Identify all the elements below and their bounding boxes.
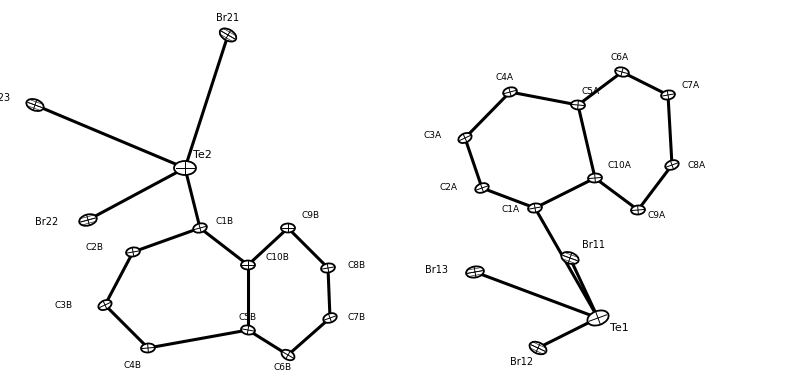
Text: C5B: C5B — [239, 313, 257, 323]
Text: C4A: C4A — [496, 73, 513, 83]
Ellipse shape — [281, 223, 294, 232]
Ellipse shape — [660, 90, 674, 99]
Text: C3B: C3B — [55, 301, 73, 310]
Text: Br11: Br11 — [581, 240, 604, 250]
Text: C8A: C8A — [687, 161, 705, 169]
Ellipse shape — [321, 263, 334, 273]
Ellipse shape — [241, 260, 255, 270]
Ellipse shape — [99, 300, 111, 310]
Ellipse shape — [193, 223, 207, 233]
Text: C1B: C1B — [215, 217, 233, 227]
Ellipse shape — [282, 350, 294, 360]
Ellipse shape — [465, 266, 484, 278]
Ellipse shape — [174, 161, 196, 175]
Text: Br13: Br13 — [424, 265, 448, 275]
Text: C10A: C10A — [607, 161, 631, 169]
Ellipse shape — [587, 174, 602, 182]
Text: C6B: C6B — [273, 364, 292, 372]
Ellipse shape — [26, 99, 43, 111]
Ellipse shape — [570, 101, 584, 109]
Ellipse shape — [458, 133, 471, 143]
Text: C5A: C5A — [581, 88, 599, 96]
Ellipse shape — [241, 325, 254, 334]
Text: Br22: Br22 — [34, 217, 58, 227]
Text: C8B: C8B — [347, 260, 366, 270]
Ellipse shape — [503, 87, 516, 97]
Ellipse shape — [561, 252, 578, 264]
Text: C6A: C6A — [610, 53, 628, 63]
Text: Br12: Br12 — [510, 357, 533, 367]
Text: C7B: C7B — [347, 313, 366, 323]
Text: C7A: C7A — [681, 81, 699, 89]
Ellipse shape — [220, 28, 236, 41]
Ellipse shape — [529, 342, 546, 354]
Text: C2B: C2B — [85, 243, 103, 253]
Ellipse shape — [528, 204, 541, 213]
Text: C2A: C2A — [439, 184, 457, 192]
Text: C10B: C10B — [265, 253, 289, 263]
Text: Te2: Te2 — [192, 150, 212, 160]
Text: C1A: C1A — [501, 205, 520, 215]
Ellipse shape — [614, 67, 628, 77]
Ellipse shape — [630, 205, 644, 215]
Text: C9B: C9B — [302, 210, 320, 220]
Text: C3A: C3A — [423, 131, 441, 139]
Text: C4B: C4B — [123, 361, 141, 369]
Text: C9A: C9A — [647, 210, 666, 220]
Ellipse shape — [126, 247, 140, 257]
Ellipse shape — [664, 160, 678, 170]
Ellipse shape — [475, 183, 488, 193]
Text: Br23: Br23 — [0, 93, 10, 103]
Text: Br21: Br21 — [217, 13, 239, 23]
Ellipse shape — [79, 214, 97, 226]
Ellipse shape — [141, 343, 155, 353]
Ellipse shape — [323, 313, 336, 323]
Text: Te1: Te1 — [610, 323, 628, 333]
Ellipse shape — [586, 310, 608, 326]
